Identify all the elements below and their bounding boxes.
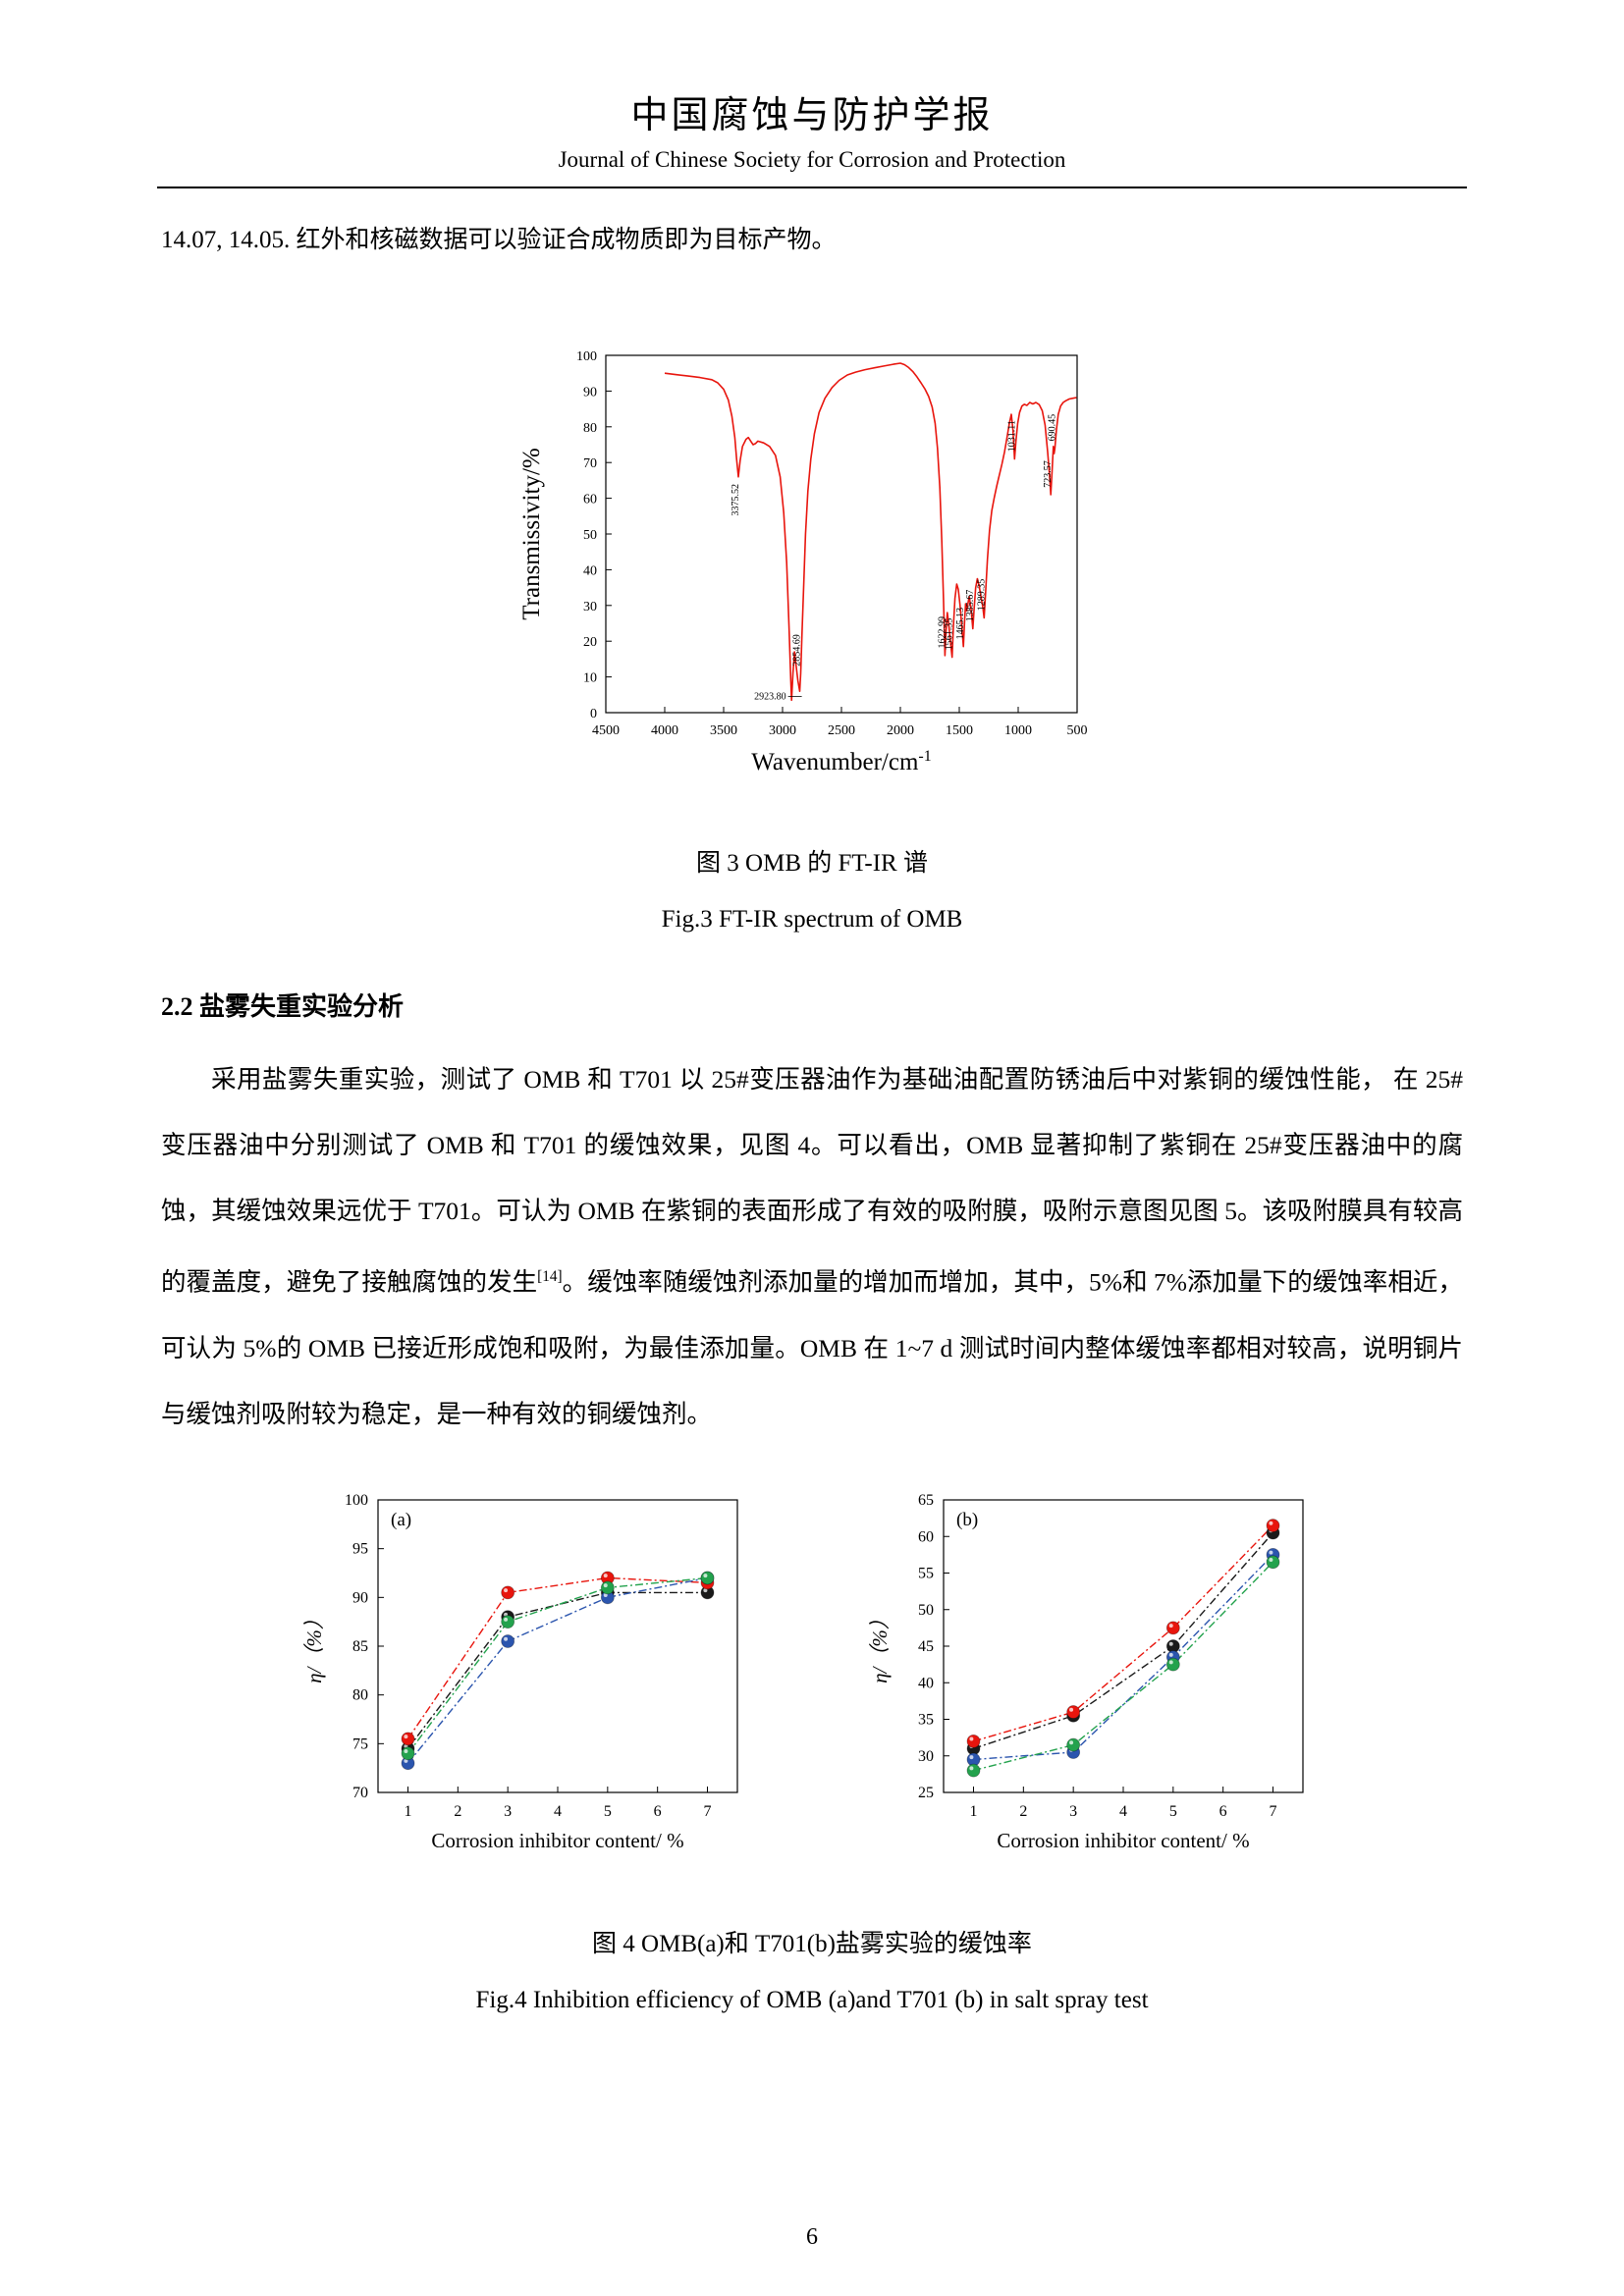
svg-text:(b): (b) [956,1510,978,1530]
paragraph-text-1: 采用盐雾失重实验，测试了 OMB 和 T701 以 25#变压器油作为基础油配置… [161,1065,1463,1297]
svg-text:4: 4 [554,1803,562,1820]
svg-text:100: 100 [345,1492,368,1509]
svg-text:723.57: 723.57 [1043,460,1054,488]
svg-text:1000: 1000 [1004,723,1032,738]
svg-text:2500: 2500 [828,723,855,738]
svg-text:1: 1 [970,1803,978,1820]
svg-text:3500: 3500 [710,723,737,738]
svg-text:4500: 4500 [592,723,620,738]
svg-text:3000: 3000 [769,723,796,738]
svg-text:4000: 4000 [651,723,678,738]
svg-text:20: 20 [583,635,597,650]
svg-text:3: 3 [1069,1803,1077,1820]
svg-text:4: 4 [1119,1803,1127,1820]
svg-text:65: 65 [918,1492,934,1509]
svg-text:500: 500 [1067,723,1088,738]
svg-text:6: 6 [1219,1803,1227,1820]
svg-text:3: 3 [504,1803,512,1820]
svg-text:75: 75 [352,1735,368,1752]
svg-text:70: 70 [352,1785,368,1801]
svg-text:2923.80: 2923.80 [754,692,786,703]
section-heading: 2.2 盐雾失重实验分析 [161,992,405,1021]
svg-text:η/（%）: η/（%） [302,1609,326,1683]
svg-text:1385.67: 1385.67 [965,590,976,622]
svg-text:90: 90 [583,385,597,400]
svg-text:2: 2 [454,1803,461,1820]
svg-text:100: 100 [576,349,597,364]
svg-text:(a): (a) [391,1510,411,1530]
figure-4-caption-cn: 图 4 OMB(a)和 T701(b)盐雾实验的缓蚀率 [592,1930,1032,1957]
svg-text:6: 6 [654,1803,662,1820]
svg-text:η/（%）: η/（%） [868,1609,892,1683]
figure-4: 1 2 3 4 5 6 7 70 75 80 85 90 95 100 (a) Corrosion inhib… [0,1476,1624,2014]
svg-text:90: 90 [352,1589,368,1606]
ftir-chart: 4500 4000 3500 3000 2500 2000 1500 1000 500 0 10 20… [518,349,1088,775]
svg-text:1561.35: 1561.35 [945,618,955,651]
svg-text:95: 95 [352,1540,368,1557]
svg-text:1465.13: 1465.13 [955,608,966,640]
svg-text:85: 85 [352,1638,368,1655]
intro-text: 14.07, 14.05. 红外和核磁数据可以验证合成物质即为目标产物。 [161,227,837,253]
svg-text:0: 0 [590,707,597,721]
figure-3-caption-cn: 图 3 OMB 的 FT-IR 谱 [696,850,928,877]
figure-3: 4500 4000 3500 3000 2500 2000 1500 1000 500 0 10 20… [0,255,1624,934]
svg-text:25: 25 [918,1785,934,1801]
journal-title-en: Journal of Chinese Society for Corrosion… [558,147,1066,172]
figure-4-charts: 1 2 3 4 5 6 7 70 75 80 85 90 95 100 (a) Corrosion inhib… [0,1476,1624,1887]
svg-text:1031.11: 1031.11 [1006,420,1017,452]
svg-text:50: 50 [583,528,597,543]
svg-text:80: 80 [583,421,597,436]
svg-text:60: 60 [918,1528,934,1545]
svg-text:70: 70 [583,456,597,471]
svg-text:690.45: 690.45 [1047,414,1057,442]
svg-text:3375.52: 3375.52 [731,484,741,516]
svg-text:40: 40 [583,563,597,578]
paragraph-text-2: 。缓蚀率随缓蚀剂添加量的增加而增加，其中，5%和 7%添加量下的缓蚀率相近，可认… [161,1267,1463,1428]
svg-text:35: 35 [918,1711,934,1728]
svg-text:80: 80 [352,1686,368,1703]
svg-text:60: 60 [583,493,597,507]
svg-text:7: 7 [1270,1803,1277,1820]
page-number: 6 [806,2224,818,2250]
svg-text:1500: 1500 [946,723,973,738]
svg-text:5: 5 [1169,1803,1177,1820]
svg-text:Wavenumber/cm-1: Wavenumber/cm-1 [751,748,931,775]
svg-text:7: 7 [704,1803,712,1820]
journal-header: 中国腐蚀与防护学报 Journal of Chinese Society for… [0,0,1624,173]
svg-text:Transmissivity/%: Transmissivity/% [518,448,545,620]
svg-text:30: 30 [918,1747,934,1764]
svg-text:Corrosion inhibitor content/ %: Corrosion inhibitor content/ % [431,1829,683,1852]
svg-text:30: 30 [583,600,597,614]
chart-a-omb: 1 2 3 4 5 6 7 70 75 80 85 90 95 100 (a) Corrosion inhib… [302,1492,738,1852]
svg-text:2000: 2000 [887,723,914,738]
svg-text:50: 50 [918,1601,934,1618]
body-paragraph: 采用盐雾失重实验，测试了 OMB 和 T701 以 25#变压器油作为基础油配置… [161,1046,1463,1447]
journal-title-cn: 中国腐蚀与防护学报 [630,95,994,136]
svg-text:1622.99: 1622.99 [937,616,947,649]
svg-text:2854.69: 2854.69 [792,634,803,667]
svg-text:45: 45 [918,1638,934,1655]
svg-text:40: 40 [918,1675,934,1691]
svg-text:1289.35: 1289.35 [976,579,987,612]
svg-text:5: 5 [604,1803,612,1820]
header-divider [157,187,1467,188]
svg-text:2: 2 [1019,1803,1027,1820]
citation-ref: [14] [537,1268,563,1285]
svg-text:Corrosion inhibitor content/ %: Corrosion inhibitor content/ % [997,1829,1249,1852]
svg-text:10: 10 [583,671,597,686]
figure-3-caption-en: Fig.3 FT-IR spectrum of OMB [661,906,963,933]
svg-text:1: 1 [405,1803,412,1820]
svg-text:55: 55 [918,1565,934,1581]
figure-4-caption-en: Fig.4 Inhibition efficiency of OMB (a)an… [475,1986,1149,2013]
